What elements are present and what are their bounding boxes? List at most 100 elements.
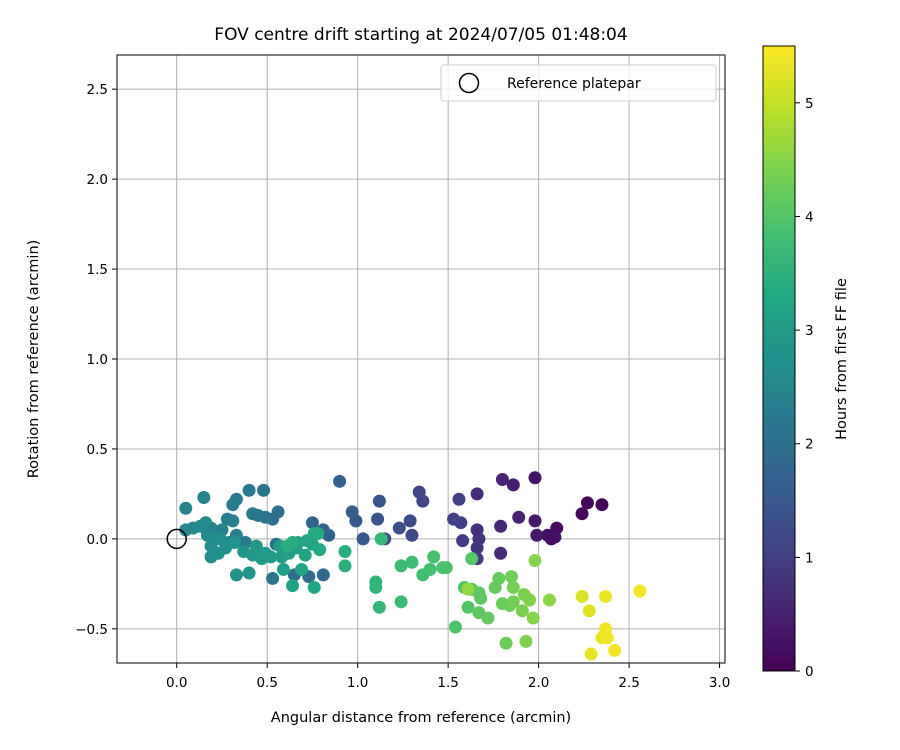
scatter-point [584,647,598,661]
scatter-point [542,593,556,607]
x-tick-label: 2.0 [528,675,549,691]
colorbar-ticks: 0 1 2 3 4 5 [795,96,814,680]
scatter-point [405,555,419,569]
colorbar-tick-label: 5 [805,96,814,112]
x-tick-label: 3.0 [709,675,730,691]
scatter-point [448,620,462,634]
legend: Reference platepar [440,64,717,102]
scatter-point [512,510,526,524]
scatter-point [580,496,594,510]
scatter-point [492,571,506,585]
scatter-point [423,562,437,576]
scatter-point [519,634,533,648]
scatter-point [286,535,300,549]
scatter-points [179,471,647,661]
x-tick-label: 1.0 [347,675,368,691]
scatter-point [526,611,540,625]
scatter-point [575,589,589,603]
scatter-point [305,516,319,530]
scatter-point [249,539,263,553]
scatter-point [295,562,309,576]
scatter-point [228,535,242,549]
legend-box [440,64,717,102]
scatter-point [316,568,330,582]
scatter-point [242,483,256,497]
colorbar-tick-label: 1 [805,550,814,566]
reference-marker-group [166,528,187,550]
scatter-point [481,611,495,625]
scatter-point [456,534,470,548]
scatter-point [226,498,240,512]
colorbar-label: Hours from first FF file [834,278,850,440]
scatter-point [582,604,596,618]
scatter-point [307,580,321,594]
scatter-point [403,514,417,528]
scatter-point [369,580,383,594]
scatter-point [439,561,453,575]
scatter-point [506,580,520,594]
scatter-point [242,566,256,580]
scatter-point [257,483,271,497]
scatter-point [595,498,609,512]
y-tick-label: 2.0 [87,172,108,188]
scatter-point [461,600,475,614]
scatter-point [506,478,520,492]
y-tick-label: 1.5 [87,262,108,278]
colorbar-tick-label: 4 [805,209,814,225]
scatter-point [333,474,347,488]
scatter-point [356,532,370,546]
colorbar-tick-label: 3 [805,323,814,339]
scatter-point [599,589,613,603]
scatter-point [372,494,386,508]
x-tick-label: 0.5 [256,675,277,691]
scatter-point [394,559,408,573]
y-axis-ticks: −0.5 0.0 0.5 1.0 1.5 2.0 2.5 [75,82,117,638]
legend-entry-label: Reference platepar [507,76,641,92]
scatter-point [266,571,280,585]
scatter-point [575,507,589,521]
scatter-point [461,582,475,596]
x-tick-label: 2.5 [618,675,639,691]
scatter-point [530,528,544,542]
scatter-point [528,553,542,567]
y-tick-label: 2.5 [87,82,108,98]
scatter-point [495,473,509,487]
scatter-point [633,584,647,598]
reference-platepar-marker [166,528,187,550]
y-tick-label: 1.0 [87,352,108,368]
colorbar-gradient [762,45,796,672]
scatter-point [276,562,290,576]
scatter-point [515,604,529,618]
scatter-point [345,505,359,519]
colorbar: 0 1 2 3 4 5 Hours from first FF file [762,45,850,680]
scatter-point [246,507,260,521]
x-axis-ticks: 0.0 0.5 1.0 1.5 2.0 2.5 3.0 [166,663,730,691]
scatter-point [338,559,352,573]
scatter-point [528,514,542,528]
chart-title: FOV centre drift starting at 2024/07/05 … [214,25,627,45]
scatter-point [179,501,193,515]
x-tick-label: 1.5 [437,675,458,691]
scatter-point [371,512,385,526]
scatter-point [608,643,622,657]
scatter-point [474,591,488,605]
scatter-point [271,505,285,519]
scatter-point [494,519,508,533]
scatter-point [374,532,388,546]
scatter-point [392,521,406,535]
scatter-point [427,550,441,564]
scatter-point [372,600,386,614]
scatter-point [506,595,520,609]
legend-marker-icon [458,72,480,94]
scatter-point [504,570,518,584]
scatter-point [286,579,300,593]
scatter-point [313,543,327,557]
scatter-point [338,544,352,558]
scatter-point [499,636,513,650]
x-tick-label: 0.0 [166,675,187,691]
scatter-point [523,593,537,607]
scatter-point [548,530,562,544]
y-tick-label: −0.5 [75,622,108,638]
scatter-point [298,548,312,562]
